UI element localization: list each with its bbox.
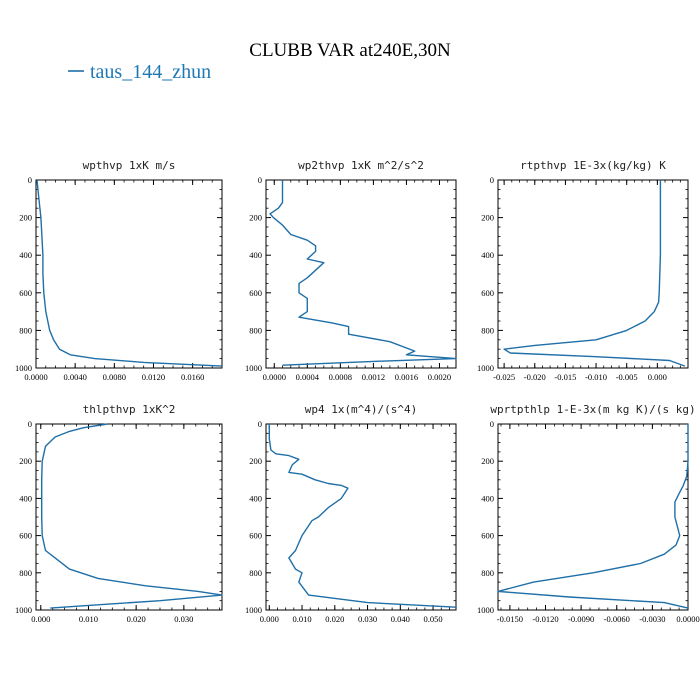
y-tick-label: 600 — [481, 288, 494, 298]
y-tick-label: 0 — [490, 419, 494, 429]
y-tick-label: 1000 — [245, 363, 262, 373]
y-tick-label: 1000 — [15, 363, 32, 373]
y-tick-label: 200 — [19, 213, 32, 223]
panel-title: wp2thvp 1xK m^2/s^2 — [298, 159, 424, 172]
x-tick-label: -0.010 — [585, 372, 607, 382]
x-tick-label: -0.0060 — [604, 614, 630, 624]
y-tick-label: 1000 — [477, 605, 494, 615]
y-tick-label: 1000 — [477, 363, 494, 373]
profile-line — [497, 424, 689, 609]
y-tick-label: 0 — [28, 419, 32, 429]
y-tick-label: 600 — [249, 531, 262, 541]
x-tick-label: 0.040 — [391, 614, 410, 624]
y-tick-label: 800 — [249, 325, 262, 335]
y-tick-label: 0 — [28, 175, 32, 185]
y-tick-label: 1000 — [15, 605, 32, 615]
profile-line — [41, 423, 223, 609]
x-tick-label: -0.005 — [616, 372, 638, 382]
x-tick-label: 0.0160 — [181, 372, 204, 382]
profile-line — [269, 180, 457, 366]
x-tick-label: 0.0020 — [428, 372, 451, 382]
legend-label: taus_144_zhun — [90, 61, 211, 83]
panel-6: wprtpthlp 1-E-3x(m kg K)/(s kg) 0 200 400 60… — [477, 403, 700, 624]
x-tick-label: -0.015 — [554, 372, 576, 382]
y-tick-label: 800 — [481, 325, 494, 335]
y-tick-label: 200 — [19, 456, 32, 466]
axes-frame — [497, 423, 689, 611]
panel-title: thlpthvp 1xK^2 — [83, 403, 176, 416]
y-tick-label: 400 — [19, 493, 32, 503]
x-tick-label: 0.010 — [79, 614, 98, 624]
x-tick-label: 0.0016 — [395, 372, 418, 382]
profile-line — [36, 179, 223, 367]
x-tick-label: 0.0120 — [142, 372, 165, 382]
x-tick-label: 0.030 — [174, 614, 193, 624]
panel-title: wpthvp 1xK m/s — [83, 159, 176, 172]
x-tick-label: 0.0040 — [63, 372, 86, 382]
y-tick-label: 200 — [481, 456, 494, 466]
y-tick-label: 200 — [481, 213, 494, 223]
panel-title: wprtpthlp 1-E-3x(m kg K)/(s kg) — [490, 403, 695, 416]
y-tick-label: 0 — [258, 175, 262, 185]
y-tick-label: 400 — [249, 493, 262, 503]
x-tick-label: 0.0080 — [103, 372, 126, 382]
x-tick-label: 0.0000 — [263, 372, 286, 382]
axes-frame — [265, 423, 457, 611]
x-tick-label: 0.0012 — [362, 372, 385, 382]
y-tick-label: 800 — [249, 568, 262, 578]
y-tick-label: 800 — [19, 568, 32, 578]
axes-frame — [35, 423, 223, 611]
x-tick-label: -0.0150 — [497, 614, 523, 624]
x-tick-label: 0.0004 — [296, 372, 320, 382]
profile-line — [268, 424, 457, 608]
panel-title: wp4 1x(m^4)/(s^4) — [305, 403, 418, 416]
axes-frame — [35, 179, 223, 369]
panel-2: wp2thvp 1xK m^2/s^2020040060080010000.00… — [245, 159, 457, 382]
y-tick-label: 600 — [19, 288, 32, 298]
figure-title: CLUBB VAR at240E,30N — [249, 40, 451, 61]
y-tick-label: 200 — [249, 456, 262, 466]
y-tick-label: 800 — [481, 568, 494, 578]
panel-title: rtpthvp 1E-3x(kg/kg) K — [520, 159, 666, 172]
y-tick-label: 600 — [19, 531, 32, 541]
x-tick-label: 0.020 — [127, 614, 146, 624]
y-tick-label: 600 — [481, 531, 494, 541]
profile-line — [503, 180, 686, 367]
y-tick-label: 600 — [249, 288, 262, 298]
panel-3: rtpthvp 1E-3x(kg/kg) K02004006008001000-… — [477, 159, 689, 382]
axes-frame — [265, 179, 457, 369]
x-tick-label: 0.020 — [325, 614, 344, 624]
x-tick-label: -0.0120 — [532, 614, 558, 624]
y-tick-label: 200 — [249, 213, 262, 223]
y-tick-label: 1000 — [245, 605, 262, 615]
y-tick-label: 400 — [249, 250, 262, 260]
x-tick-label: 0.050 — [424, 614, 443, 624]
x-tick-label: -0.0090 — [568, 614, 594, 624]
y-tick-label: 800 — [19, 325, 32, 335]
y-tick-label: 0 — [490, 175, 494, 185]
x-tick-label: 0.0000 — [24, 372, 47, 382]
y-tick-label: 400 — [19, 250, 32, 260]
x-tick-label: -0.025 — [493, 372, 515, 382]
y-tick-label: 400 — [481, 493, 494, 503]
x-tick-label: -0.0030 — [639, 614, 665, 624]
x-tick-label: -0.020 — [524, 372, 546, 382]
x-tick-label: 0.000 — [648, 372, 667, 382]
x-tick-label: 0.000 — [31, 614, 50, 624]
y-tick-label: 400 — [481, 250, 494, 260]
x-tick-label: 0.0008 — [329, 372, 352, 382]
x-tick-label: 0.010 — [292, 614, 311, 624]
y-tick-label: 0 — [258, 419, 262, 429]
x-tick-label: 0.000 — [260, 614, 279, 624]
x-tick-label: 0.030 — [358, 614, 377, 624]
x-tick-label: 0.0000 — [676, 614, 699, 624]
